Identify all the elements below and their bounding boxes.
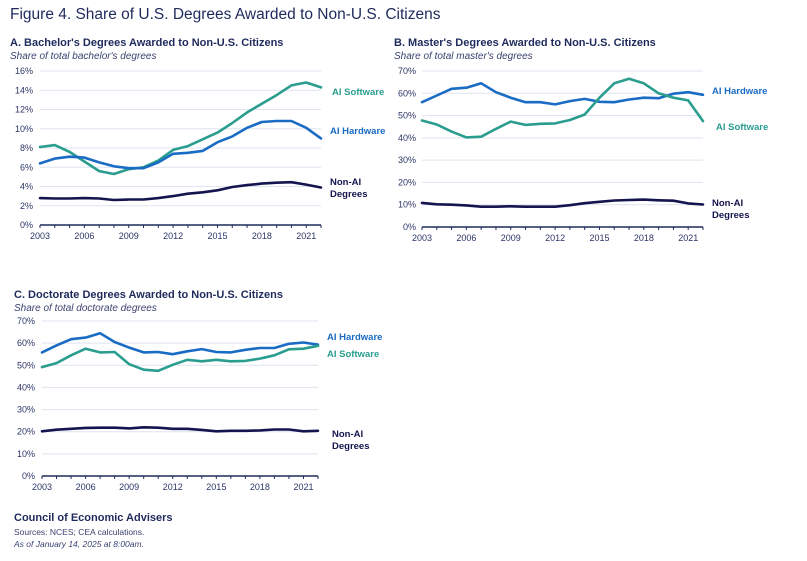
series-label-ai-hardware: AI Hardware	[327, 332, 382, 343]
y-tick-label: 60%	[17, 338, 35, 348]
x-tick-label: 2015	[207, 231, 227, 241]
x-tick-label: 2006	[74, 231, 94, 241]
series-line-non-ai-degrees	[420, 198, 705, 208]
x-tick-label: 2003	[412, 233, 432, 243]
series-line-ai-hardware	[420, 82, 705, 106]
y-tick-label: 16%	[15, 66, 33, 76]
chart-panel-a: 0% 2% 4% 6% 8% 10% 12% 14% 16% 2003 2006 2009 2012 20…	[15, 66, 385, 241]
series-label-line: Degrees	[332, 441, 370, 452]
footer-as-of: As of January 14, 2025 at 8:00am.	[14, 539, 144, 549]
y-tick-label: 12%	[15, 105, 33, 115]
series-label-non-ai-degrees: Non-AI Degrees	[330, 177, 368, 200]
x-tick-label: 2009	[119, 482, 139, 492]
x-tick-label: 2021	[293, 482, 313, 492]
y-tick-label: 6%	[20, 162, 33, 172]
series-label-ai-software: AI Software	[332, 87, 384, 98]
series-line-non-ai-degrees	[38, 180, 323, 202]
y-tick-label: 70%	[398, 66, 416, 76]
x-tick-label: 2012	[545, 233, 565, 243]
x-tick-label: 2012	[163, 231, 183, 241]
series-label-ai-software: AI Software	[327, 349, 379, 360]
y-tick-label: 8%	[20, 143, 33, 153]
series-label-line: AI Software	[327, 349, 379, 360]
x-tick-label: 2021	[678, 233, 698, 243]
y-tick-label: 14%	[15, 85, 33, 95]
x-tick-label: 2018	[634, 233, 654, 243]
series-line-ai-software	[40, 344, 320, 373]
x-tick-label: 2009	[119, 231, 139, 241]
series-label-line: Non-AI	[712, 198, 743, 209]
series-label-ai-hardware: AI Hardware	[712, 86, 767, 97]
series-label-line: AI Hardware	[712, 86, 767, 97]
series-label-line: Non-AI	[330, 177, 361, 188]
y-tick-label: 2%	[20, 201, 33, 211]
x-tick-label: 2018	[250, 482, 270, 492]
footer-org: Council of Economic Advisers	[14, 512, 173, 524]
y-tick-label: 30%	[398, 155, 416, 165]
y-tick-label: 70%	[17, 316, 35, 326]
y-tick-label: 50%	[398, 111, 416, 121]
x-tick-label: 2006	[456, 233, 476, 243]
y-tick-label: 40%	[17, 382, 35, 392]
panel-c-subtitle: Share of total doctorate degrees	[14, 303, 157, 314]
chart-panel-b: 0% 10% 20% 30% 40% 50% 60% 70% 2003 2006 2009 2012 2…	[398, 66, 768, 243]
panel-a-subtitle: Share of total bachelor's degrees	[10, 51, 157, 62]
figure-title: Figure 4. Share of U.S. Degrees Awarded …	[10, 6, 441, 23]
y-tick-label: 30%	[17, 405, 35, 415]
y-tick-label: 10%	[17, 449, 35, 459]
chart-panel-c: 0% 10% 20% 30% 40% 50% 60% 70% 2003 2006 2009 2012 2…	[17, 316, 382, 492]
x-tick-label: 2015	[589, 233, 609, 243]
series-label-line: AI Hardware	[330, 126, 385, 137]
series-label-ai-hardware: AI Hardware	[330, 126, 385, 137]
y-tick-label: 10%	[15, 124, 33, 134]
y-tick-label: 0%	[403, 222, 416, 232]
series-label-line: Non-AI	[332, 429, 363, 440]
y-tick-label: 10%	[398, 200, 416, 210]
x-tick-label: 2021	[296, 231, 316, 241]
series-line-non-ai-degrees	[40, 425, 320, 433]
y-tick-label: 40%	[398, 133, 416, 143]
y-tick-label: 20%	[398, 177, 416, 187]
y-tick-label: 4%	[20, 182, 33, 192]
x-tick-label: 2006	[76, 482, 96, 492]
series-label-line: AI Hardware	[327, 332, 382, 343]
panel-a-title: A. Bachelor's Degrees Awarded to Non-U.S…	[10, 37, 284, 49]
x-tick-label: 2009	[501, 233, 521, 243]
y-tick-label: 20%	[17, 427, 35, 437]
series-line-ai-software	[420, 77, 705, 139]
panel-b-subtitle: Share of total master's degrees	[394, 51, 533, 62]
panel-c-title: C. Doctorate Degrees Awarded to Non-U.S.…	[14, 289, 283, 301]
x-tick-label: 2015	[206, 482, 226, 492]
series-label-line: AI Software	[716, 122, 768, 133]
series-label-ai-software: AI Software	[716, 122, 768, 133]
y-tick-label: 0%	[20, 220, 33, 230]
x-tick-label: 2003	[30, 231, 50, 241]
series-label-line: Degrees	[330, 189, 368, 200]
y-tick-label: 50%	[17, 360, 35, 370]
series-label-non-ai-degrees: Non-AI Degrees	[712, 198, 750, 221]
x-tick-label: 2018	[252, 231, 272, 241]
footer-sources: Sources: NCES; CEA calculations.	[14, 527, 145, 537]
series-label-line: Degrees	[712, 210, 750, 221]
series-label-non-ai-degrees: Non-AI Degrees	[332, 429, 370, 452]
panel-b-title: B. Master's Degrees Awarded to Non-U.S. …	[394, 37, 656, 49]
x-tick-label: 2003	[32, 482, 52, 492]
series-line-ai-hardware	[40, 331, 320, 356]
series-line-ai-software	[38, 81, 323, 176]
series-label-line: AI Software	[332, 87, 384, 98]
y-tick-label: 0%	[22, 471, 35, 481]
x-tick-label: 2012	[163, 482, 183, 492]
y-tick-label: 60%	[398, 88, 416, 98]
series-line-ai-hardware	[38, 119, 323, 170]
